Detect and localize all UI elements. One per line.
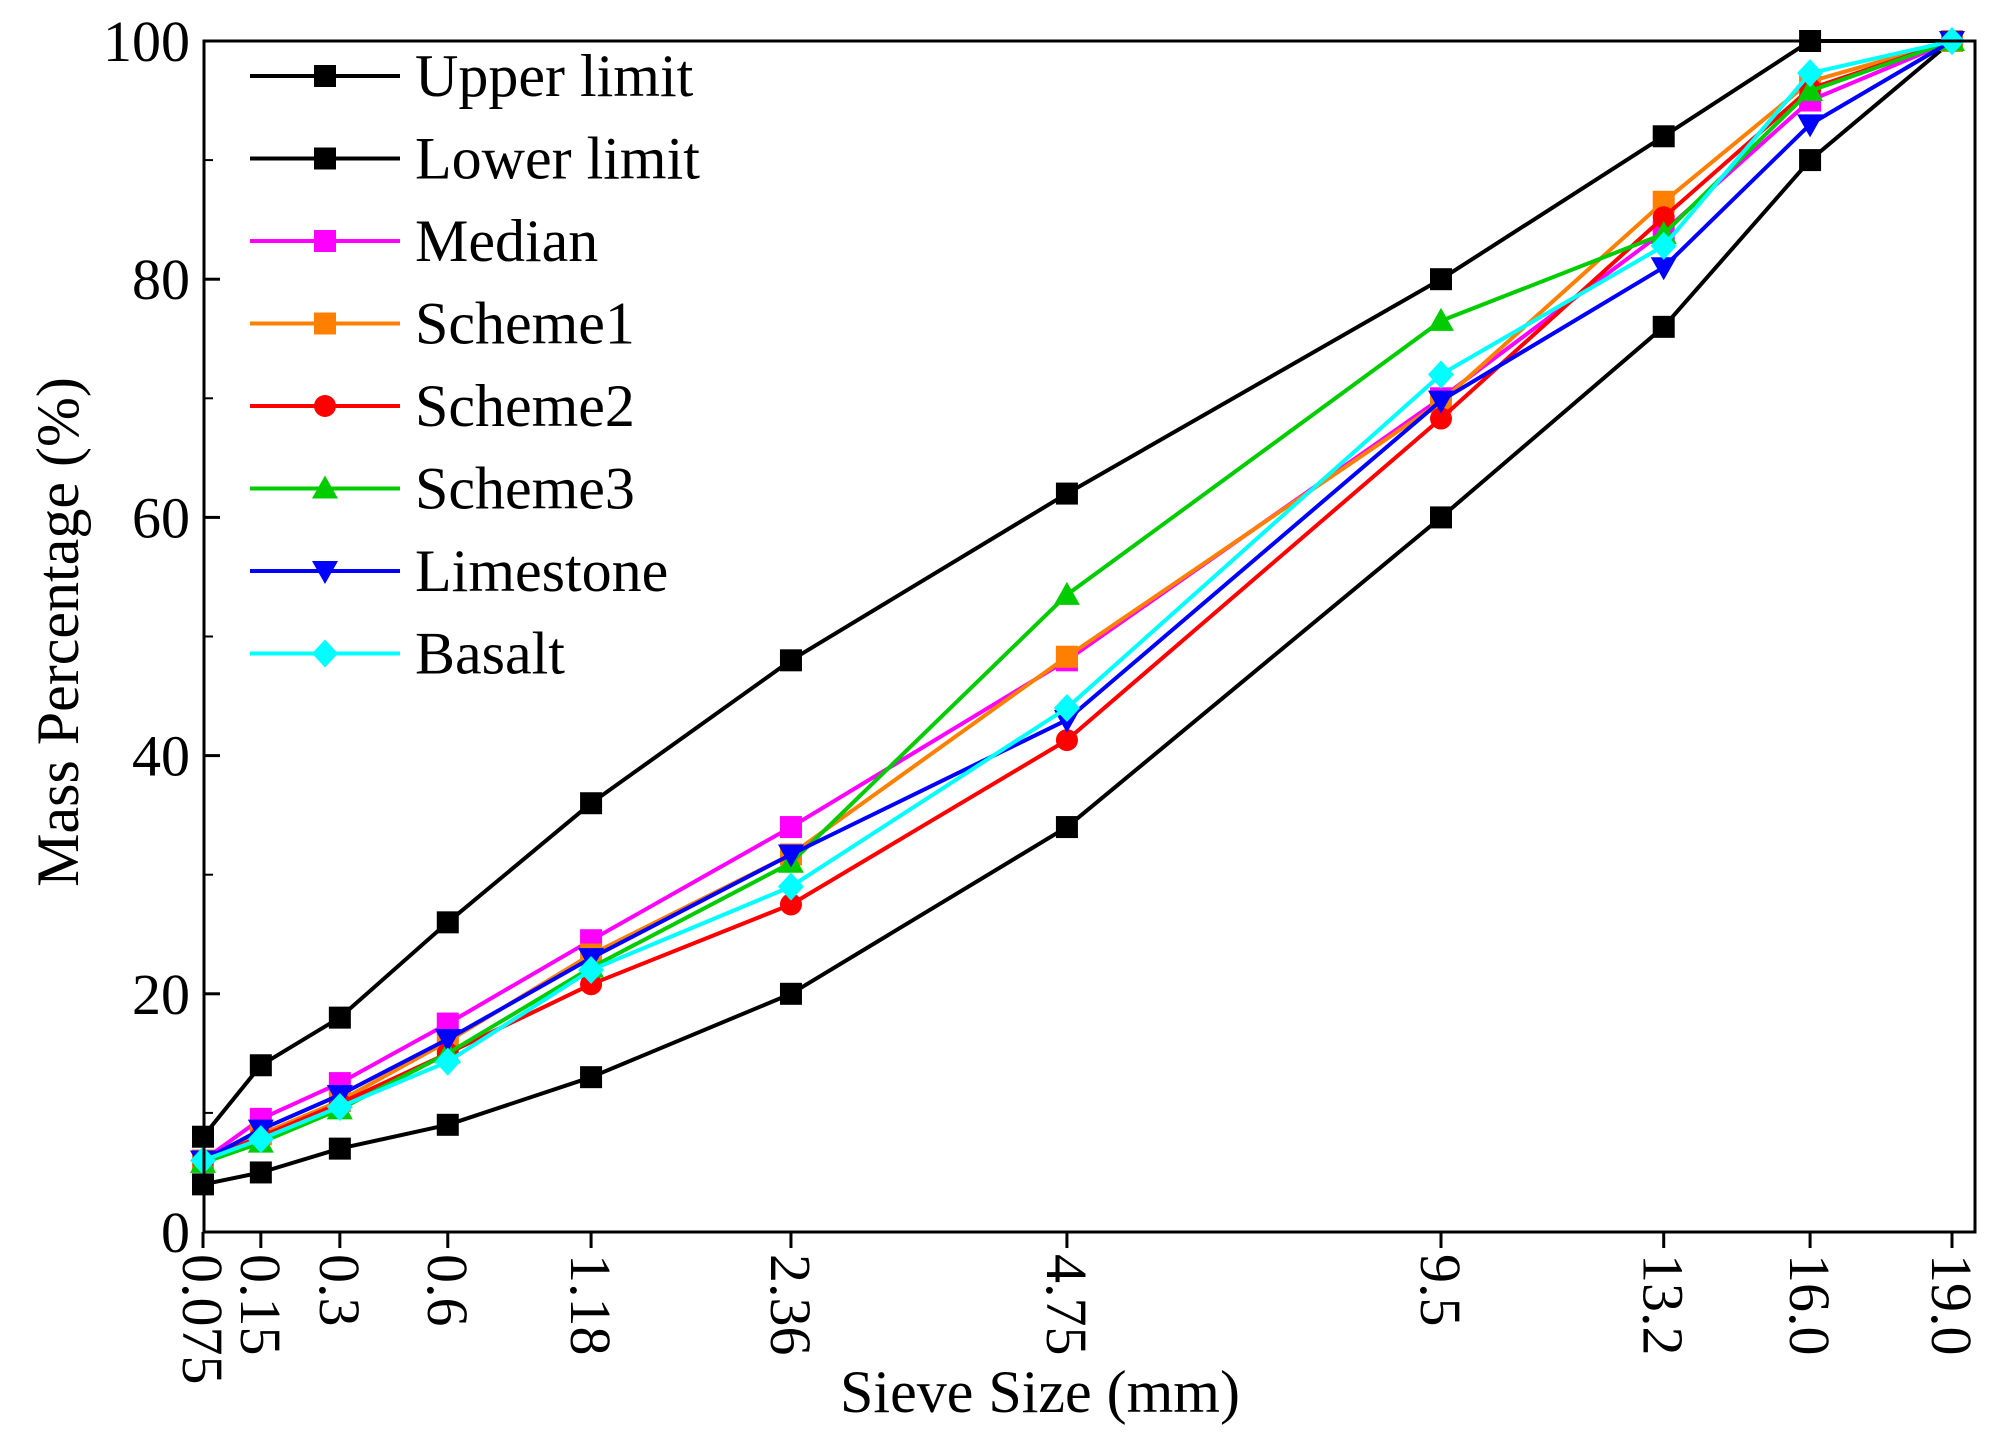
legend-entry: Lower limit: [250, 126, 700, 192]
data-point: [1430, 506, 1453, 529]
legend-marker: [314, 65, 336, 87]
data-point: [328, 1137, 351, 1160]
data-point: [328, 1006, 351, 1029]
legend-entry: Median: [250, 208, 598, 274]
data-point: [326, 1092, 353, 1121]
y-tick-label: 20: [132, 962, 190, 1027]
legend-entry: Upper limit: [250, 43, 694, 109]
data-point: [1428, 390, 1455, 414]
x-tick-label: 19.0: [1919, 1254, 1984, 1356]
data-point: [1797, 78, 1824, 102]
legend-label: Scheme2: [415, 373, 635, 439]
legend-marker: [312, 561, 338, 584]
data-point: [1055, 816, 1078, 839]
legend: Upper limit Lower limit Median Scheme1 Schem…: [250, 43, 700, 687]
data-point: [1053, 581, 1080, 605]
legend-marker: [314, 312, 336, 335]
data-point: [1797, 59, 1824, 88]
data-point: [779, 649, 802, 672]
x-tick-label: 1.18: [558, 1254, 623, 1356]
data-point: [249, 1161, 272, 1184]
legend-label: Median: [415, 208, 598, 274]
data-point: [1797, 114, 1824, 138]
legend-marker: [314, 230, 336, 252]
legend-label: Basalt: [415, 621, 565, 687]
legend-marker: [312, 475, 338, 499]
y-tick-label: 100: [103, 9, 190, 74]
data-point: [580, 973, 603, 996]
x-tick-label: 9.5: [1408, 1254, 1473, 1327]
data-point: [1652, 125, 1675, 148]
data-point: [1652, 190, 1675, 213]
legend-marker: [312, 639, 338, 668]
data-point: [1430, 407, 1453, 430]
legend-entry: Limestone: [250, 538, 668, 604]
data-point: [1055, 645, 1078, 668]
x-tick-label: 0.6: [415, 1254, 480, 1327]
legend-label: Scheme1: [415, 291, 635, 357]
y-tick-label: 60: [132, 485, 190, 550]
y-tick-label: 40: [132, 724, 190, 789]
data-point: [1055, 482, 1078, 505]
legend-marker: [314, 395, 336, 417]
data-point: [1430, 268, 1453, 291]
x-tick-label: 2.36: [758, 1254, 823, 1356]
x-tick-label: 16.0: [1777, 1254, 1842, 1356]
data-point: [1053, 693, 1080, 722]
y-axis-title: Mass Percentage (%): [25, 377, 91, 887]
data-point: [436, 1113, 459, 1136]
data-point: [1650, 231, 1677, 260]
legend-entry: Basalt: [250, 621, 565, 687]
data-point: [1650, 257, 1677, 281]
data-point: [249, 1054, 272, 1077]
data-point: [777, 844, 804, 868]
data-point: [779, 816, 802, 839]
legend-entry: Scheme2: [250, 373, 635, 439]
legend-entry: Scheme3: [250, 456, 635, 522]
y-tick-label: 0: [161, 1200, 190, 1265]
x-axis-title: Sieve Size (mm): [840, 1359, 1240, 1425]
legend-marker: [314, 147, 336, 170]
data-point: [1652, 315, 1675, 338]
data-point: [436, 911, 459, 934]
legend-label: Scheme3: [415, 456, 635, 522]
data-point: [578, 955, 605, 984]
x-tick-label: 0.15: [228, 1254, 293, 1356]
data-point: [1652, 206, 1675, 229]
data-point: [777, 872, 804, 901]
data-point: [434, 1029, 461, 1053]
data-point: [1799, 149, 1822, 172]
x-tick-label: 4.75: [1034, 1254, 1099, 1356]
plot-area: [190, 27, 1965, 1196]
legend-label: Limestone: [415, 538, 668, 604]
data-point: [1055, 729, 1078, 752]
y-tick-label: 80: [132, 247, 190, 312]
legend-label: Upper limit: [415, 43, 694, 109]
x-tick-label: 13.2: [1631, 1254, 1696, 1356]
data-point: [580, 1066, 603, 1089]
series-upper-limit: [192, 30, 1963, 1148]
data-point: [434, 1047, 461, 1076]
data-point: [580, 792, 603, 815]
x-tick-label: 0.3: [307, 1254, 372, 1327]
data-point: [247, 1125, 274, 1154]
data-point: [1428, 360, 1455, 389]
legend-entry: Scheme1: [250, 291, 635, 357]
data-point: [1428, 307, 1455, 331]
legend-label: Lower limit: [415, 126, 700, 192]
x-tick-label: 0.075: [170, 1254, 235, 1385]
data-point: [779, 893, 802, 916]
data-point: [779, 982, 802, 1005]
